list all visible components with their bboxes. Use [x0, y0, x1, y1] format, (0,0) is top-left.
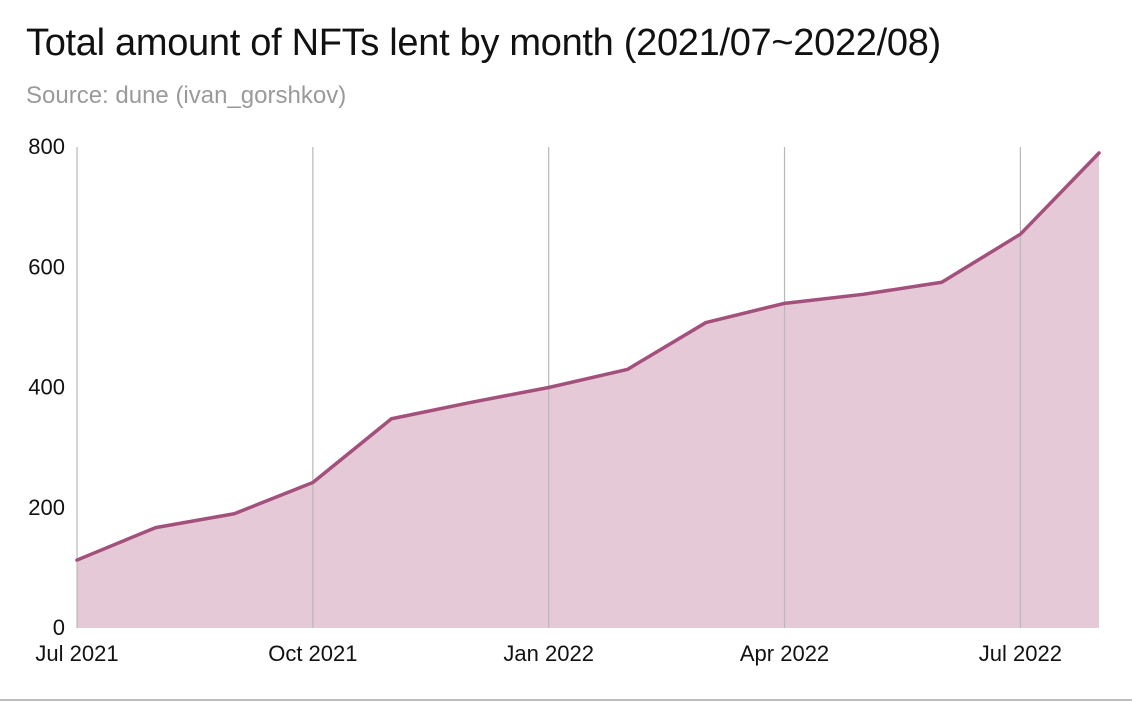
chart-title: Total amount of NFTs lent by month (2021… [26, 22, 941, 64]
y-tick-label-400: 400 [28, 375, 65, 400]
chart-subtitle: Source: dune (ivan_gorshkov) [26, 82, 347, 109]
y-tick-label-200: 200 [28, 495, 65, 520]
x-tick-label-2022-04: Apr 2022 [740, 641, 829, 666]
x-tick-label-2022-01: Jan 2022 [503, 641, 594, 666]
x-tick-label-2021-10: Oct 2021 [268, 641, 357, 666]
x-tick-label-2021-07: Jul 2021 [35, 641, 118, 666]
x-tick-label-2022-07: Jul 2022 [979, 641, 1062, 666]
y-tick-label-600: 600 [28, 254, 65, 279]
y-tick-label-0: 0 [53, 615, 65, 640]
series-line [75, 151, 1101, 562]
bottom-divider [0, 699, 1132, 701]
y-tick-label-800: 800 [28, 134, 65, 159]
area-fill [77, 153, 1099, 628]
